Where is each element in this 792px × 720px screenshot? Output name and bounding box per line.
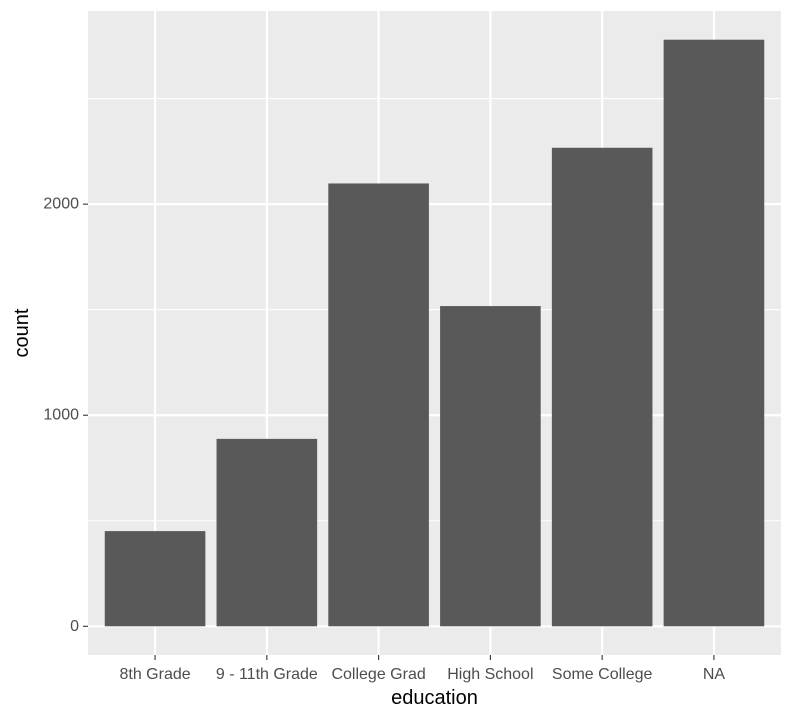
x-axis-title: education <box>391 687 478 709</box>
bar <box>440 306 541 627</box>
bar <box>551 147 653 627</box>
y-axis: 0 1000 2000 <box>43 196 88 635</box>
y-tick-label: 2000 <box>43 196 79 213</box>
x-tick-label: High School <box>447 666 533 683</box>
x-tick-label: NA <box>703 666 726 683</box>
bar <box>663 39 765 627</box>
bar <box>328 183 429 627</box>
x-tick-label: Some College <box>552 666 653 683</box>
x-axis: 8th Grade 9 - 11th Grade College Grad High … <box>119 655 725 683</box>
x-tick-label: 9 - 11th Grade <box>216 666 318 683</box>
y-tick-label: 1000 <box>43 407 79 424</box>
x-tick-label: College Grad <box>331 666 425 683</box>
bar <box>216 438 318 627</box>
bar <box>104 531 206 627</box>
y-axis-title: count <box>11 308 33 357</box>
bars-group <box>104 39 765 627</box>
x-tick-label: 8th Grade <box>119 666 190 683</box>
y-tick-label: 0 <box>70 618 79 635</box>
